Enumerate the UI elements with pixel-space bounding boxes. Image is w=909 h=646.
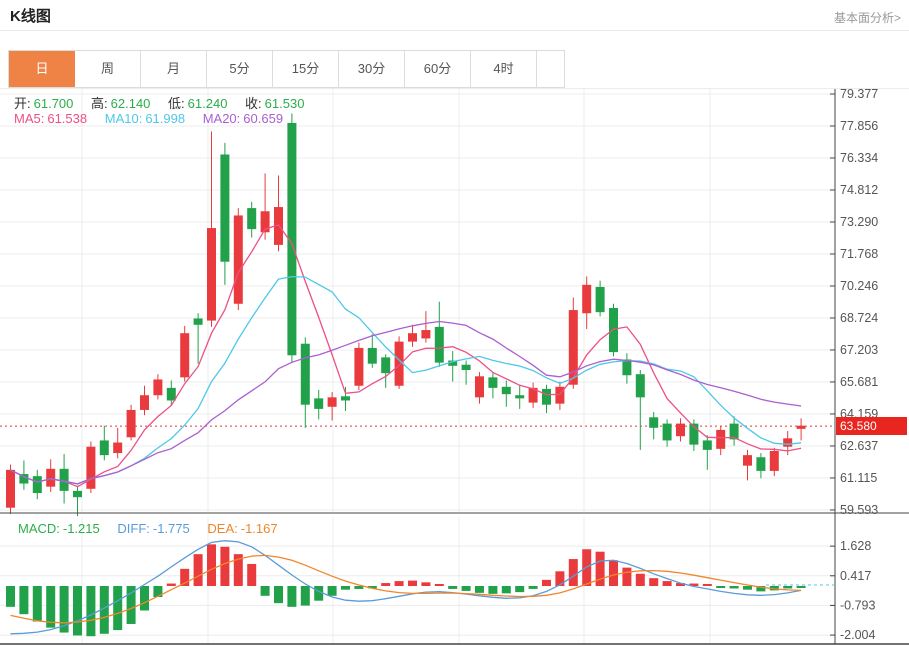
ma-legend: MA5: 61.538 MA10: 61.998 MA20: 60.659 (14, 111, 297, 126)
tab-15min[interactable]: 15分 (273, 51, 339, 87)
tab-60min[interactable]: 60分 (405, 51, 471, 87)
svg-text:67.203: 67.203 (840, 343, 878, 357)
svg-text:71.768: 71.768 (840, 247, 878, 261)
header-divider (0, 30, 909, 31)
svg-text:1.628: 1.628 (840, 539, 871, 553)
ohlc-legend: 开: 61.700 高: 62.140 低: 61.240 收: 61.530 (14, 93, 318, 112)
dea-value: -1.167 (240, 521, 278, 536)
svg-text:59.593: 59.593 (840, 503, 878, 517)
tab-week[interactable]: 周 (75, 51, 141, 87)
tab-day[interactable]: 日 (9, 51, 75, 87)
ma5-label: MA5: (14, 111, 45, 126)
ma5-value: 61.538 (47, 111, 88, 126)
svg-text:-2.004: -2.004 (840, 628, 875, 642)
svg-text:76.334: 76.334 (840, 151, 878, 165)
open-value: 61.700 (33, 96, 74, 111)
ma20-value: 60.659 (243, 111, 284, 126)
svg-text:65.681: 65.681 (840, 375, 878, 389)
ma10-label: MA10: (104, 111, 143, 126)
svg-text:61.115: 61.115 (840, 471, 877, 485)
low-value: 61.240 (187, 96, 228, 111)
diff-value: -1.775 (152, 521, 190, 536)
open-label: 开: (14, 96, 31, 111)
tabbar-filler (537, 51, 564, 87)
svg-text:79.377: 79.377 (840, 89, 878, 101)
tab-30min[interactable]: 30分 (339, 51, 405, 87)
ma20-label: MA20: (202, 111, 241, 126)
svg-text:0.417: 0.417 (840, 569, 871, 583)
close-label: 收: (245, 96, 262, 111)
current-price-badge: 63.580 (836, 417, 907, 435)
tab-5min[interactable]: 5分 (207, 51, 273, 87)
close-value: 61.530 (264, 96, 305, 111)
fundamental-analysis-link[interactable]: 基本面分析> (833, 11, 901, 25)
high-value: 62.140 (110, 96, 151, 111)
chart-region[interactable]: 79.377 77.856 76.334 74.812 73.290 71.768 70.2… (0, 88, 909, 646)
tab-4hour[interactable]: 4时 (471, 51, 537, 87)
diff-label: DIFF: (117, 521, 150, 536)
macd-label: MACD: (18, 521, 60, 536)
low-label: 低: (168, 96, 185, 111)
svg-text:68.724: 68.724 (840, 311, 878, 325)
dea-label: DEA: (207, 521, 238, 536)
high-label: 高: (91, 96, 108, 111)
svg-text:77.856: 77.856 (840, 119, 878, 133)
tab-month[interactable]: 月 (141, 51, 207, 87)
svg-text:62.637: 62.637 (840, 439, 878, 453)
macd-legend: MACD: -1.215 DIFF: -1.775 DEA: -1.167 (18, 521, 292, 536)
ma10-value: 61.998 (145, 111, 186, 126)
macd-value: -1.215 (62, 521, 100, 536)
svg-text:70.246: 70.246 (840, 279, 878, 293)
svg-text:-0.793: -0.793 (840, 598, 875, 612)
kline-chart-canvas[interactable]: 79.377 77.856 76.334 74.812 73.290 71.768 70.2… (0, 89, 909, 646)
svg-text:73.290: 73.290 (840, 215, 878, 229)
period-tabbar: 日 周 月 5分 15分 30分 60分 4时 (8, 50, 565, 88)
page-title: K线图 (10, 8, 51, 25)
svg-text:74.812: 74.812 (840, 183, 878, 197)
